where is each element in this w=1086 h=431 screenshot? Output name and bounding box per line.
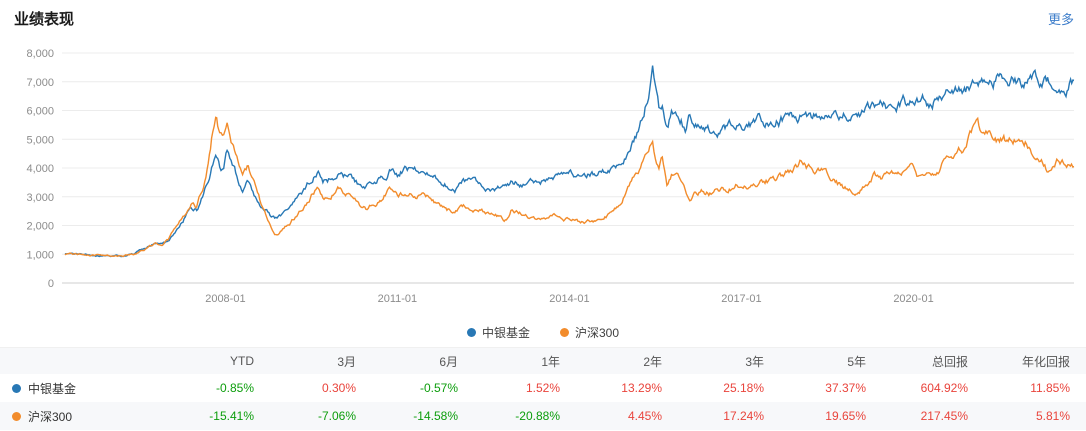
table-row: 中银基金 -0.85% 0.30% -0.57% 1.52% 13.29% 25.18% 37… <box>0 374 1086 402</box>
metric-cell: 0.30% <box>321 381 356 395</box>
legend-label-fund: 中银基金 <box>481 325 530 340</box>
y-tick-label: 8,000 <box>26 48 54 60</box>
performance-chart[interactable]: 0 1,000 2,000 3,000 4,000 5,000 6,000 7,000 8,00… <box>0 34 1086 319</box>
metric-cell: 37.37% <box>825 381 866 395</box>
table-row: 沪深300 -15.41% -7.06% -14.58% -20.88% 4.45% 17.… <box>0 402 1086 430</box>
x-tick-label: 2008-01 <box>205 293 245 305</box>
row-name: 沪深300 <box>28 409 73 424</box>
column-header: 5年 <box>780 347 882 374</box>
metric-cell: -0.57% <box>419 381 458 395</box>
performance-table: YTD 3月 6月 1年 2年 3年 5年 总回报 年化回报 中银基金 -0.85% 0.30% -0… <box>0 347 1086 430</box>
metric-cell: 1.52% <box>525 381 560 395</box>
metric-cell: -20.88% <box>515 409 560 423</box>
legend-item-fund[interactable]: 中银基金 <box>466 324 530 341</box>
row-dot-icon <box>12 411 21 421</box>
metric-cell: -14.58% <box>413 409 458 423</box>
row-name-cell: 中银基金 <box>0 374 168 402</box>
metric-cell: -15.41% <box>209 409 254 423</box>
y-tick-label: 1,000 <box>26 249 54 261</box>
x-tick-label: 2020-01 <box>893 293 933 305</box>
column-header: 6月 <box>372 347 474 374</box>
metric-cell: 19.65% <box>825 409 866 423</box>
chart-legend: 中银基金 沪深300 <box>0 319 1086 345</box>
metric-cell: 13.29% <box>621 381 662 395</box>
row-name: 中银基金 <box>28 381 77 396</box>
column-header: 2年 <box>576 347 678 374</box>
legend-label-index: 沪深300 <box>574 325 620 340</box>
y-tick-label: 0 <box>48 278 54 290</box>
column-header: 总回报 <box>882 347 984 374</box>
metric-cell: 11.85% <box>1030 381 1070 395</box>
y-tick-label: 3,000 <box>26 192 54 204</box>
metric-cell: 25.18% <box>723 381 764 395</box>
legend-dot-index-icon <box>559 327 569 337</box>
name-column-header <box>0 347 168 374</box>
x-tick-label: 2011-01 <box>378 293 418 305</box>
y-tick-label: 2,000 <box>26 221 54 233</box>
more-link[interactable]: 更多 <box>1047 11 1074 27</box>
y-tick-label: 6,000 <box>26 106 54 118</box>
metric-cell: 217.45% <box>920 409 968 423</box>
y-tick-label: 7,000 <box>26 77 54 89</box>
column-header: 3年 <box>678 347 780 374</box>
metric-cell: 17.24% <box>723 409 764 423</box>
y-tick-label: 5,000 <box>26 134 54 146</box>
legend-item-index[interactable]: 沪深300 <box>559 324 620 341</box>
x-tick-label: 2014-01 <box>549 293 589 305</box>
column-header: 3月 <box>270 347 372 374</box>
metric-cell: 5.81% <box>1035 409 1070 423</box>
metric-cell: 4.45% <box>627 409 662 423</box>
metric-cell: 604.92% <box>920 381 968 395</box>
column-header: 1年 <box>474 347 576 374</box>
legend-dot-fund-icon <box>466 327 476 337</box>
section-title: 业绩表现 <box>14 10 75 28</box>
table-header-row: YTD 3月 6月 1年 2年 3年 5年 总回报 年化回报 <box>0 347 1086 374</box>
y-tick-label: 4,000 <box>26 163 54 175</box>
series-line-fund <box>64 65 1075 258</box>
metric-cell: -7.06% <box>317 409 356 423</box>
row-name-cell: 沪深300 <box>0 402 168 430</box>
series-line-index <box>64 116 1075 258</box>
column-header: 年化回报 <box>984 347 1086 374</box>
row-dot-icon <box>12 383 21 393</box>
column-header: YTD <box>168 347 270 374</box>
section-header: 业绩表现 更多 <box>0 0 1086 34</box>
x-tick-label: 2017-01 <box>721 293 761 305</box>
metric-cell: -0.85% <box>215 381 254 395</box>
